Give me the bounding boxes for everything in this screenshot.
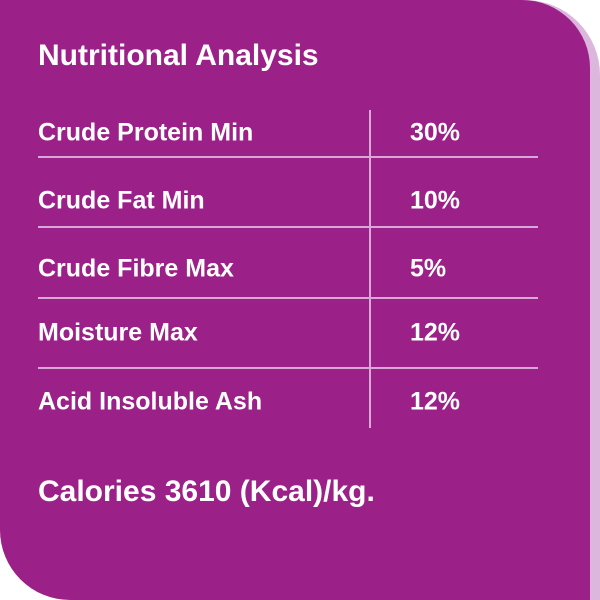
title: Nutritional Analysis — [38, 39, 319, 72]
row-value: 10% — [410, 187, 460, 215]
calories-note: Calories 3610 (Kcal)/kg. — [38, 475, 375, 508]
row-label: Crude Fibre Max — [38, 255, 234, 283]
row-value: 12% — [410, 388, 460, 416]
row-value: 30% — [410, 119, 460, 147]
row-value: 12% — [410, 319, 460, 347]
row-value: 5% — [410, 255, 446, 283]
row-label: Acid Insoluble Ash — [38, 388, 262, 416]
table: Crude Protein Min 30% Crude Fat Min 10% … — [38, 110, 538, 428]
row-label: Crude Fat Min — [38, 187, 205, 215]
row-label: Crude Protein Min — [38, 119, 253, 147]
row-label: Moisture Max — [38, 319, 198, 347]
